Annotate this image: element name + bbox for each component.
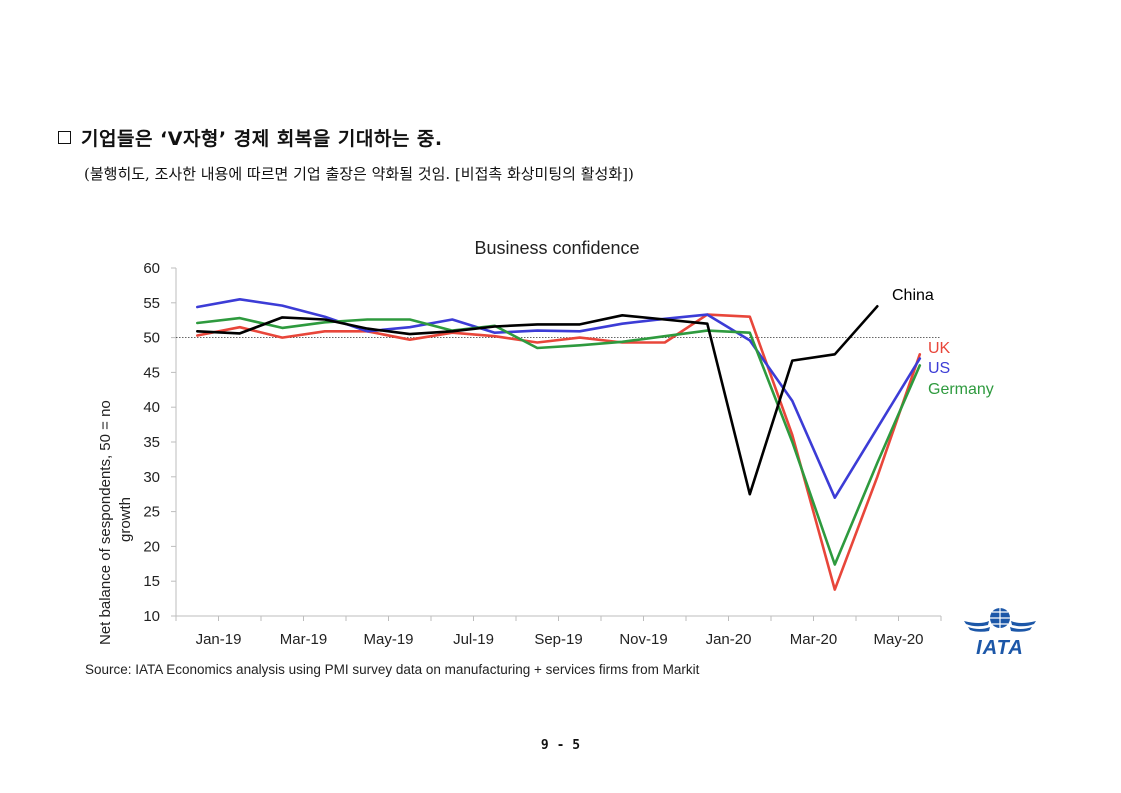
y-tick-label: 20	[143, 538, 160, 555]
iata-logo: IATA	[962, 607, 1038, 659]
x-tick-label: Mar-20	[790, 631, 838, 648]
y-tick-label: 10	[143, 608, 160, 625]
checkbox-bullet-icon	[58, 131, 71, 144]
series-line-uk	[196, 313, 922, 591]
y-axis-ticks: 10 15 20 25 30 35 40 45 50 55 60	[143, 260, 176, 625]
y-axis-label-line-2: growth	[117, 497, 134, 542]
y-tick-label: 35	[143, 434, 160, 451]
business-confidence-chart: Business confidence Net balance of sespo…	[97, 238, 994, 648]
iata-globe-icon	[964, 608, 1036, 632]
x-tick-label: Nov-19	[619, 631, 667, 648]
y-tick-label: 60	[143, 260, 160, 277]
x-tick-label: May-19	[363, 631, 413, 648]
y-axis-label-line-1: Net balance of sespondents, 50 = no	[97, 400, 114, 645]
y-tick-label: 50	[143, 330, 160, 347]
series-label-china: China	[892, 287, 934, 304]
series-line-china	[196, 305, 879, 496]
series-labels: China UK US Germany	[892, 287, 994, 398]
section-subtext: (불행히도, 조사한 내용에 따르면 기업 출장은 약화될 것임. [비접촉 화…	[84, 165, 634, 183]
series-line-us	[196, 298, 922, 500]
series-label-us: US	[928, 360, 950, 377]
y-tick-label: 15	[143, 573, 160, 590]
chart-title: Business confidence	[474, 238, 639, 258]
y-tick-label: 25	[143, 504, 160, 521]
x-tick-label: Jan-20	[706, 631, 752, 648]
y-tick-label: 55	[143, 295, 160, 312]
x-tick-label: Sep-19	[534, 631, 582, 648]
x-tick-label: Jul-19	[453, 631, 494, 648]
series-line-germany	[196, 316, 922, 566]
x-tick-label: Mar-19	[280, 631, 328, 648]
y-axis-label: Net balance of sespondents, 50 = no grow…	[97, 400, 134, 645]
series-lines	[196, 298, 922, 591]
page-number: 9 - 5	[540, 738, 581, 753]
series-label-germany: Germany	[928, 381, 994, 398]
y-tick-label: 45	[143, 364, 160, 381]
source-note: Source: IATA Economics analysis using PM…	[85, 662, 700, 677]
y-tick-label: 30	[143, 469, 160, 486]
y-tick-label: 40	[143, 399, 160, 416]
x-axis-ticks: Jan-19 Mar-19 May-19 Jul-19 Sep-19 Nov-19 Jan-…	[175, 616, 942, 648]
iata-logo-text: IATA	[976, 637, 1024, 659]
x-tick-label: Jan-19	[196, 631, 242, 648]
section-heading: 기업들은 ‘V자형’ 경제 회복을 기대하는 중.	[58, 124, 443, 151]
axes	[175, 268, 941, 617]
series-label-uk: UK	[928, 340, 951, 357]
section-heading-text: 기업들은 ‘V자형’ 경제 회복을 기대하는 중.	[81, 128, 443, 150]
x-tick-label: May-20	[873, 631, 923, 648]
